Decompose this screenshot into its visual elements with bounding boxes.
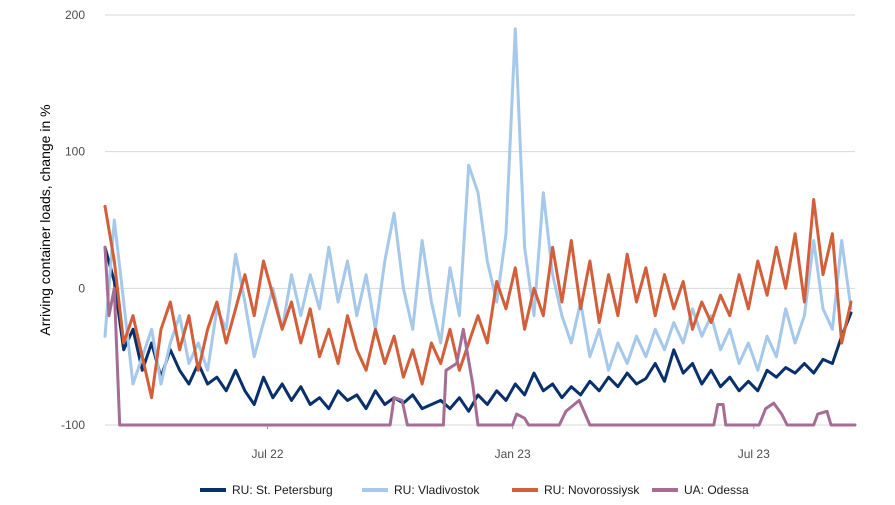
x-tick-label: Jan 23 — [495, 447, 531, 461]
y-tick-label: -100 — [61, 418, 85, 432]
legend-label: RU: Novorossiysk — [544, 483, 640, 497]
legend-label: UA: Odessa — [684, 483, 749, 497]
series-line-2 — [103, 198, 853, 400]
series-line-1 — [103, 27, 853, 386]
y-axis-title: Arriving container loads, change in % — [37, 104, 53, 335]
series-line-0 — [103, 245, 853, 413]
series-line-3 — [103, 245, 857, 427]
y-tick-label: 0 — [78, 281, 85, 295]
legend: RU: St. Petersburg RU: Vladivostok RU: Nov… — [200, 483, 749, 497]
y-tick-label: 100 — [65, 145, 85, 159]
x-tick-label: Jul 22 — [252, 447, 284, 461]
series-lines — [103, 27, 857, 427]
y-tick-label: 200 — [65, 8, 85, 22]
x-axis-ticks: Jul 22 Jan 23 Jul 23 — [252, 425, 770, 461]
x-tick-label: Jul 23 — [738, 447, 770, 461]
y-axis-ticks: -100 0 100 200 — [61, 8, 85, 432]
legend-label: RU: Vladivostok — [394, 483, 480, 497]
grid-lines — [105, 14, 855, 426]
legend-label: RU: St. Petersburg — [232, 483, 333, 497]
